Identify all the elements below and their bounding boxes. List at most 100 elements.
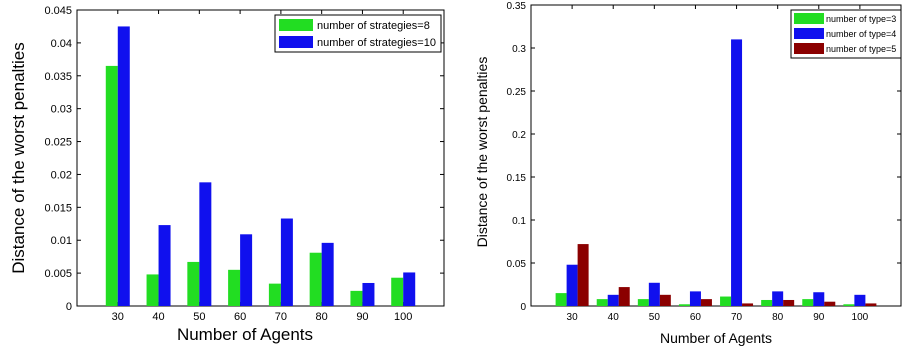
bar [158, 225, 171, 306]
left-legend: number of strategies=8 number of strateg… [274, 14, 442, 53]
x-tick-label: 90 [356, 311, 368, 323]
bar [772, 291, 784, 306]
left-legend-label-2: number of strategies=10 [317, 37, 436, 49]
bar [689, 291, 701, 306]
right-legend: number of type=3 number of type=4 number… [790, 9, 902, 59]
y-tick-label: 0.15 [507, 173, 527, 184]
right-chart: 0 0.05 0.1 0.15 0.2 0.25 0.3 0.35 30 40 50 60 70 80 9… [474, 1, 902, 346]
left-plot-area [76, 9, 445, 307]
right-y-ticks: 0 0.05 0.1 0.15 0.2 0.25 0.3 0.35 [507, 1, 901, 313]
bar [783, 299, 795, 306]
x-tick-label: 70 [731, 312, 743, 323]
bar [596, 299, 608, 306]
right-bars [555, 39, 877, 307]
x-tick-label: 30 [567, 312, 579, 323]
bar [577, 244, 589, 306]
y-tick-label: 0.1 [512, 216, 526, 227]
bar [228, 269, 241, 306]
y-tick-label: 0.02 [51, 169, 72, 181]
bar [146, 274, 159, 306]
x-tick-label: 100 [394, 311, 412, 323]
x-tick-label: 40 [608, 312, 620, 323]
bar [391, 277, 404, 306]
left-y-ticks: 0 0.005 0.01 0.015 0.02 0.025 0.03 0.035 0.04 0.0… [44, 5, 444, 313]
x-tick-label: 40 [152, 311, 164, 323]
left-legend-swatch-2 [279, 36, 313, 48]
bar [199, 182, 212, 306]
bar [321, 242, 334, 306]
y-tick-label: 0.2 [512, 130, 526, 141]
bar [659, 294, 671, 306]
y-tick-label: 0.35 [507, 1, 527, 12]
bar [555, 293, 567, 306]
bar [403, 272, 416, 306]
bar [637, 299, 649, 306]
bar [648, 282, 660, 306]
left-legend-label-1: number of strategies=8 [317, 20, 430, 32]
bar [720, 296, 732, 306]
bar [280, 218, 293, 306]
x-tick-label: 60 [234, 311, 246, 323]
y-tick-label: 0 [520, 302, 526, 313]
y-tick-label: 0.3 [512, 44, 526, 55]
bar [854, 294, 866, 306]
bar [813, 292, 825, 306]
bar [761, 299, 773, 306]
y-tick-label: 0.04 [51, 38, 72, 50]
right-y-axis-label: Distance of the worst penalties [474, 57, 490, 248]
bar [350, 290, 363, 306]
bar [824, 301, 836, 306]
left-x-ticks: 30 40 50 60 70 80 90 100 [112, 10, 412, 323]
x-tick-label: 100 [852, 312, 869, 323]
x-tick-label: 60 [690, 312, 702, 323]
x-tick-label: 90 [813, 312, 825, 323]
y-tick-label: 0.035 [44, 71, 72, 83]
bar [843, 304, 855, 306]
right-x-ticks: 30 40 50 60 70 80 90 100 [567, 5, 869, 323]
bar [607, 294, 619, 306]
x-tick-label: 30 [112, 311, 124, 323]
left-chart: 0 0.005 0.01 0.015 0.02 0.025 0.03 0.035 0.04 0.0… [9, 5, 445, 344]
x-tick-label: 50 [649, 312, 661, 323]
y-tick-label: 0.005 [44, 268, 72, 280]
x-tick-label: 70 [275, 311, 287, 323]
left-y-axis-label: Distance of the worst penalties [9, 42, 28, 274]
bar [802, 299, 814, 306]
bar [678, 304, 690, 306]
x-tick-label: 80 [316, 311, 328, 323]
bar [117, 26, 130, 306]
y-tick-label: 0.015 [44, 202, 72, 214]
bar [187, 261, 200, 306]
right-legend-label-1: number of type=3 [826, 14, 896, 24]
bar [618, 287, 630, 306]
right-x-axis-label: Number of Agents [660, 330, 772, 346]
bar [566, 264, 578, 306]
bar [268, 283, 281, 306]
bar [700, 299, 712, 306]
right-legend-label-3: number of type=5 [826, 44, 896, 54]
right-legend-label-2: number of type=4 [826, 29, 896, 39]
bar [309, 252, 322, 306]
right-legend-swatch-1 [794, 13, 824, 24]
left-bars [105, 26, 416, 307]
bar [731, 39, 743, 307]
x-tick-label: 80 [772, 312, 784, 323]
y-tick-label: 0.25 [507, 87, 527, 98]
y-tick-label: 0.01 [51, 235, 72, 247]
y-tick-label: 0.03 [51, 104, 72, 116]
right-legend-swatch-3 [794, 43, 824, 54]
x-tick-label: 50 [193, 311, 205, 323]
left-legend-swatch-1 [279, 19, 313, 31]
bar [240, 234, 253, 306]
bar [105, 65, 118, 307]
y-tick-label: 0.025 [44, 137, 72, 149]
bar [865, 303, 877, 306]
right-legend-swatch-2 [794, 28, 824, 39]
bar [742, 303, 754, 306]
bar [362, 282, 375, 306]
left-x-axis-label: Number of Agents [177, 325, 313, 344]
y-tick-label: 0 [66, 301, 72, 313]
y-tick-label: 0.045 [44, 5, 72, 17]
y-tick-label: 0.05 [507, 259, 527, 270]
